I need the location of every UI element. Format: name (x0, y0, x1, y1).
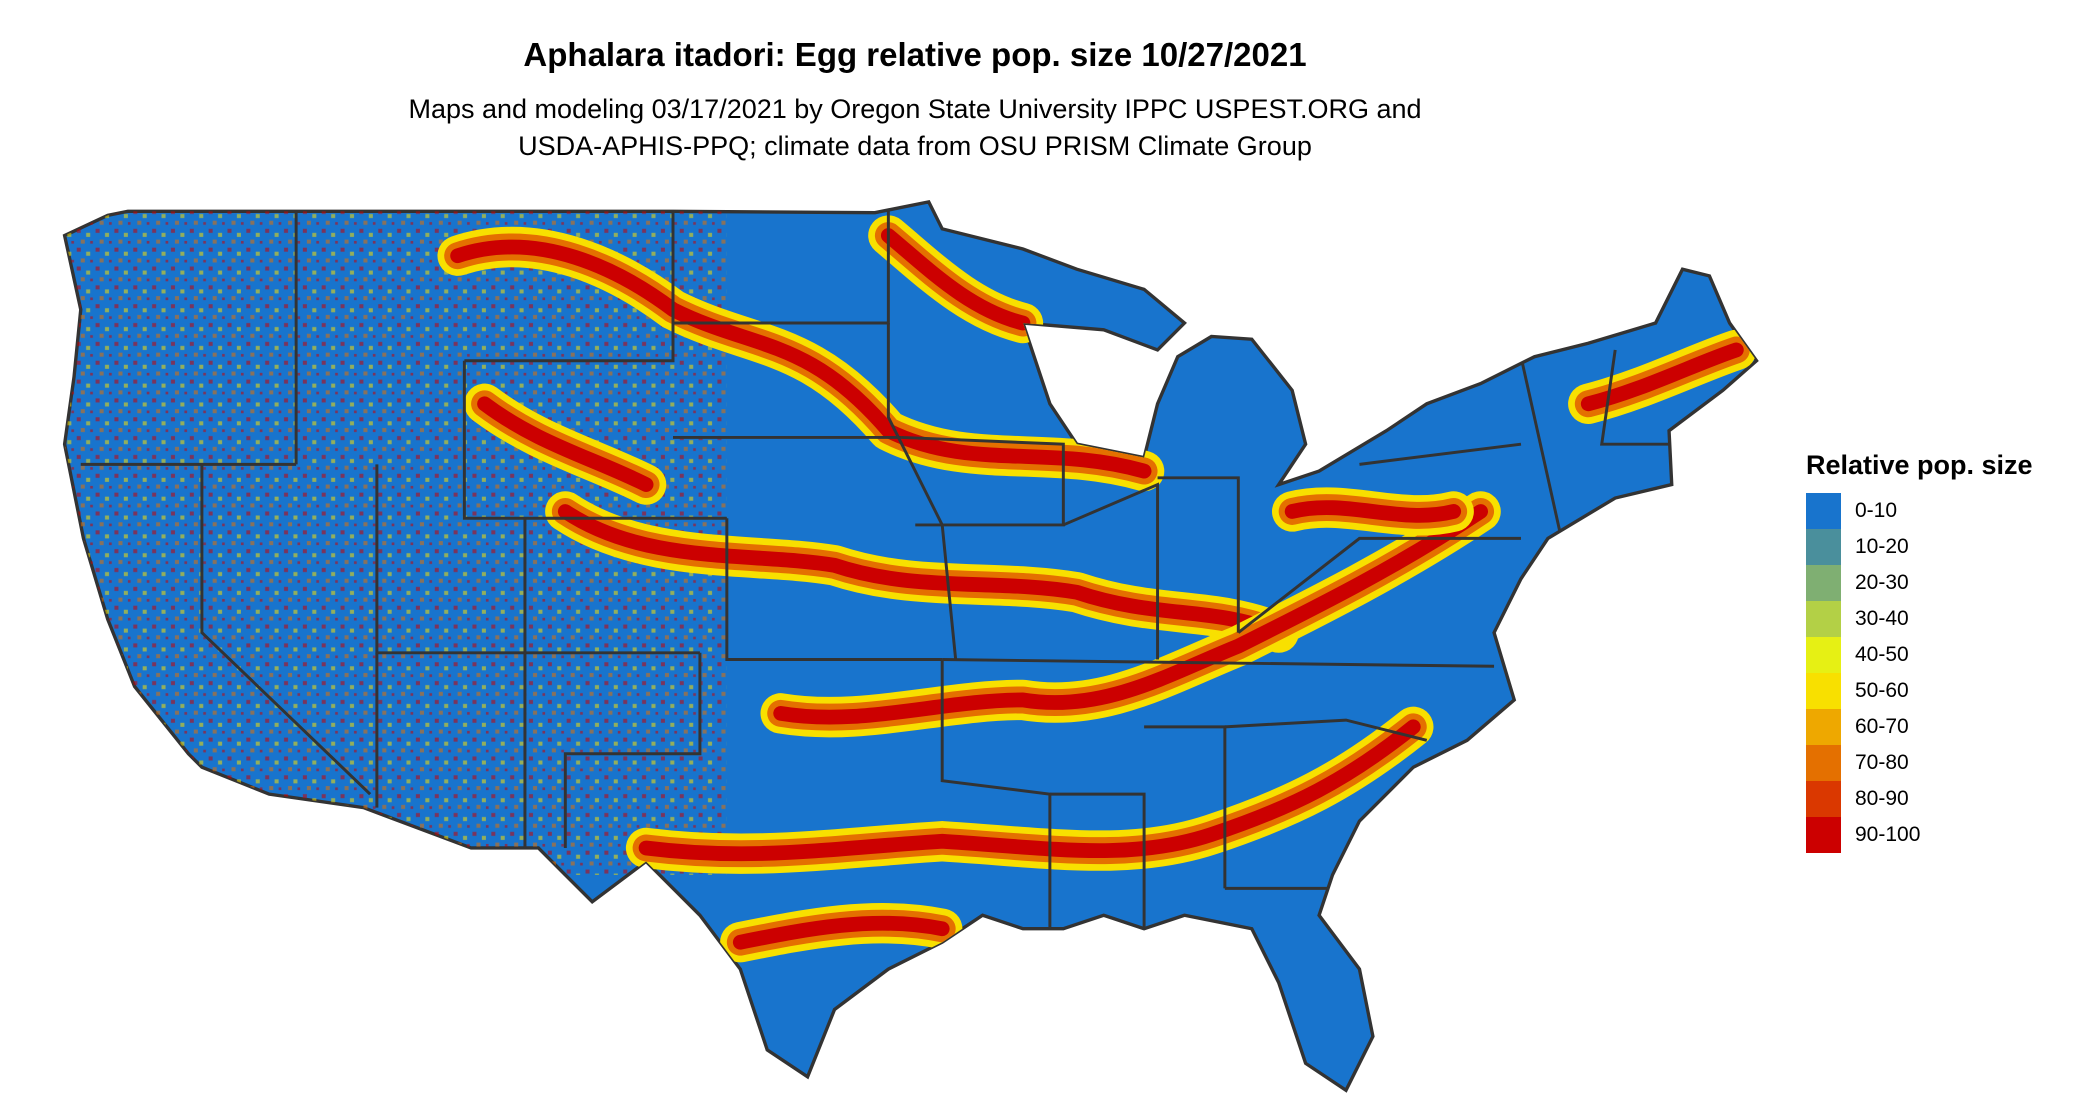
state-border (1600, 349, 1670, 446)
legend-swatch (1806, 565, 1841, 601)
legend-item: 20-30 (1806, 565, 2033, 601)
legend-item: 10-20 (1806, 529, 2033, 565)
state-border (200, 464, 372, 796)
hotspot-band (1284, 500, 1462, 523)
legend-label: 30-40 (1855, 607, 1909, 630)
legend-swatch (1806, 817, 1841, 853)
state-border (1224, 718, 1428, 742)
legend-item: 60-70 (1806, 709, 2033, 745)
legend-swatch (1806, 529, 1841, 565)
legend-swatch (1806, 637, 1841, 673)
state-border (1237, 536, 1521, 634)
legend-item: 30-40 (1806, 601, 2033, 637)
hotspot-band (477, 396, 654, 492)
state-border (886, 323, 958, 660)
legend-label: 50-60 (1855, 679, 1909, 702)
legend-label: 80-90 (1855, 787, 1909, 810)
legend-swatch (1806, 493, 1841, 529)
legend-swatch (1806, 745, 1841, 781)
legend-swatch (1806, 709, 1841, 745)
state-border (725, 518, 943, 662)
state-border (940, 659, 1052, 929)
map-title: Aphalara itadori: Egg relative pop. size… (523, 36, 1307, 73)
legend-label: 60-70 (1855, 715, 1909, 738)
legend-label: 20-30 (1855, 571, 1909, 594)
legend-label: 90-100 (1855, 823, 1921, 846)
hotspot-band (773, 504, 1489, 725)
legend-item: 90-100 (1806, 817, 2033, 853)
state-border (462, 360, 727, 520)
state-border (901, 435, 1065, 527)
state-border (563, 652, 702, 848)
legend-item: 0-10 (1806, 493, 2033, 529)
hotspot-band (880, 228, 1031, 331)
legend-label: 70-80 (1855, 751, 1909, 774)
state-border (464, 211, 675, 363)
hotspot-band (557, 504, 1287, 641)
legend-swatch (1806, 781, 1841, 817)
map-subtitle-line-1: Maps and modeling 03/17/2021 by Oregon S… (408, 94, 1422, 124)
legend-item: 50-60 (1806, 673, 2033, 709)
legend-item: 40-50 (1806, 637, 2033, 673)
legend-label: 40-50 (1855, 643, 1909, 666)
state-border (1519, 356, 1563, 539)
state-border (1062, 482, 1160, 660)
legend-swatch (1806, 601, 1841, 637)
legend: Relative pop. size 0-10 10-20 20-30 30-40 40… (1806, 450, 2033, 853)
hotspot-band (638, 719, 1421, 862)
legend-swatch (1806, 673, 1841, 709)
legend-label: 10-20 (1855, 535, 1909, 558)
state-border (672, 211, 890, 325)
legend-title: Relative pop. size (1806, 450, 2033, 480)
legend-label: 0-10 (1855, 499, 1898, 522)
hotspot-band (450, 239, 1152, 479)
map-subtitle-line-2: USDA-APHIS-PPQ; climate data from OSU PR… (518, 131, 1312, 161)
state-border (1157, 476, 1240, 633)
state-border (1049, 792, 1146, 929)
state-border (942, 658, 1495, 668)
hotspot-band (732, 915, 950, 950)
legend-item: 70-80 (1806, 745, 2033, 781)
state-border (1359, 442, 1522, 466)
legend-item: 80-90 (1806, 781, 2033, 817)
